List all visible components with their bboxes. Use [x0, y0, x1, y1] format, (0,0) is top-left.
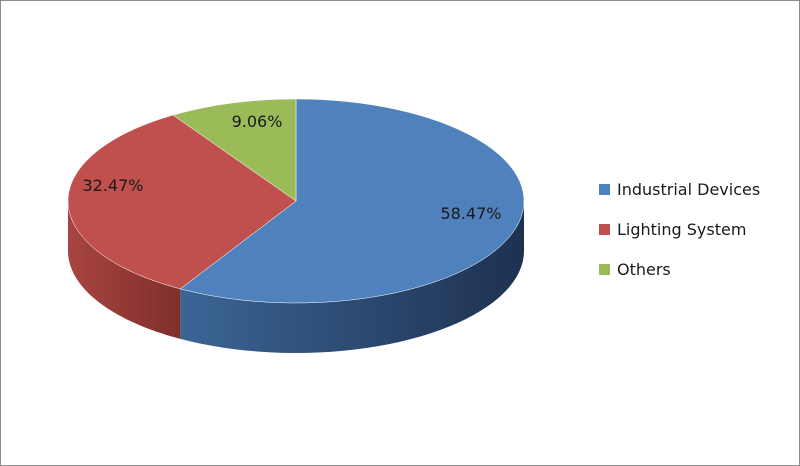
pie-slice-1[interactable] — [67, 114, 297, 290]
pie-slice-0[interactable] — [179, 98, 525, 304]
pie-side-1 — [68, 201, 181, 339]
pie-side-0 — [180, 201, 524, 353]
legend-swatch-1 — [599, 224, 610, 235]
legend-swatch-2 — [599, 264, 610, 275]
legend-swatch-0 — [599, 184, 610, 195]
data-label-2: 9.06% — [232, 112, 283, 131]
data-label-0: 58.47% — [440, 204, 501, 223]
legend-label-1: Lighting System — [617, 220, 746, 239]
legend-label-2: Others — [617, 260, 671, 279]
legend-label-0: Industrial Devices — [617, 180, 760, 199]
pie-slice-2[interactable] — [172, 98, 297, 202]
data-label-1: 32.47% — [82, 176, 143, 195]
